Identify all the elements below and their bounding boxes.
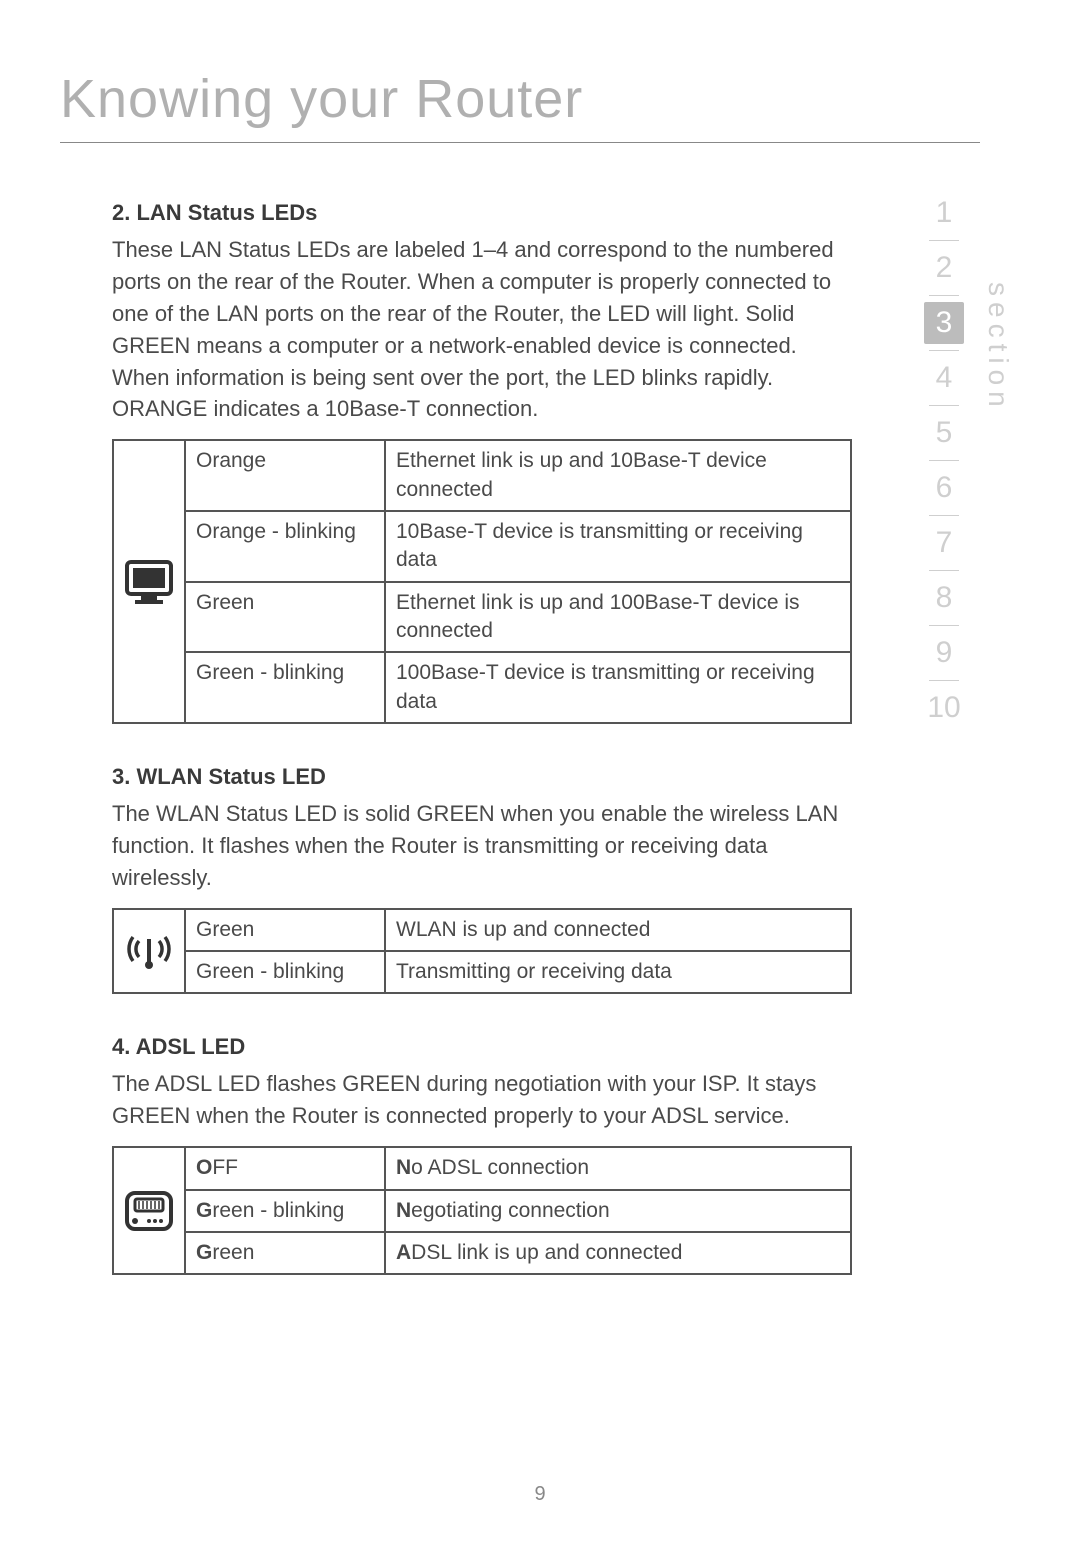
page-title: Knowing your Router bbox=[60, 68, 583, 130]
bold-initial: O bbox=[196, 1156, 212, 1179]
computer-icon bbox=[118, 554, 180, 610]
table-cell: Green - blinking bbox=[185, 1190, 385, 1232]
bold-initial: N bbox=[396, 1199, 411, 1222]
table-cell: No ADSL connection bbox=[385, 1147, 851, 1189]
table-cell: Orange - blinking bbox=[185, 511, 385, 582]
wlan-icon-cell bbox=[113, 909, 185, 994]
content-area: 2. LAN Status LEDs These LAN Status LEDs… bbox=[112, 200, 852, 1287]
modem-icon bbox=[118, 1187, 180, 1235]
nav-separator bbox=[929, 460, 959, 461]
table-cell: Ethernet link is up and 10Base-T device … bbox=[385, 440, 851, 511]
text-rest: egotiating connection bbox=[411, 1199, 610, 1222]
adsl-body: The ADSL LED flashes GREEN during negoti… bbox=[112, 1068, 852, 1132]
table-cell: Green - blinking bbox=[185, 652, 385, 723]
lan-heading: 2. LAN Status LEDs bbox=[112, 200, 852, 226]
wlan-body: The WLAN Status LED is solid GREEN when … bbox=[112, 798, 852, 894]
nav-separator bbox=[929, 295, 959, 296]
page-number: 9 bbox=[0, 1483, 1080, 1506]
nav-item-7[interactable]: 7 bbox=[936, 522, 953, 564]
nav-separator bbox=[929, 515, 959, 516]
text-rest: DSL link is up and connected bbox=[411, 1241, 682, 1264]
table-cell: Ethernet link is up and 100Base-T device… bbox=[385, 582, 851, 653]
table-cell: Green bbox=[185, 909, 385, 951]
nav-item-6[interactable]: 6 bbox=[936, 467, 953, 509]
nav-separator bbox=[929, 350, 959, 351]
bold-initial: G bbox=[196, 1241, 212, 1264]
table-cell: WLAN is up and connected bbox=[385, 909, 851, 951]
table-cell: Transmitting or receiving data bbox=[385, 951, 851, 993]
table-cell: 10Base-T device is transmitting or recei… bbox=[385, 511, 851, 582]
bold-initial: A bbox=[396, 1241, 411, 1264]
lan-body: These LAN Status LEDs are labeled 1–4 an… bbox=[112, 234, 852, 425]
table-cell: Orange bbox=[185, 440, 385, 511]
lan-icon-cell bbox=[113, 440, 185, 723]
lan-table: Orange Ethernet link is up and 10Base-T … bbox=[112, 439, 852, 724]
table-cell: Green bbox=[185, 582, 385, 653]
nav-item-3[interactable]: 3 bbox=[924, 302, 964, 344]
nav-item-10[interactable]: 10 bbox=[927, 687, 960, 729]
nav-separator bbox=[929, 405, 959, 406]
nav-item-2[interactable]: 2 bbox=[936, 247, 953, 289]
nav-item-4[interactable]: 4 bbox=[936, 357, 953, 399]
table-cell: OFF bbox=[185, 1147, 385, 1189]
section-label: section bbox=[982, 282, 1014, 413]
adsl-table: OFF No ADSL connection Green - blinking … bbox=[112, 1146, 852, 1275]
table-cell: Green - blinking bbox=[185, 951, 385, 993]
section-nav: 1 2 3 4 5 6 7 8 9 10 section bbox=[916, 192, 1036, 729]
bold-initial: G bbox=[196, 1199, 212, 1222]
nav-separator bbox=[929, 625, 959, 626]
nav-item-1[interactable]: 1 bbox=[936, 192, 953, 234]
table-cell: ADSL link is up and connected bbox=[385, 1232, 851, 1274]
text-rest: o ADSL connection bbox=[411, 1156, 589, 1179]
text-rest: FF bbox=[212, 1156, 238, 1179]
nav-numbers: 1 2 3 4 5 6 7 8 9 10 bbox=[916, 192, 972, 729]
nav-item-9[interactable]: 9 bbox=[936, 632, 953, 674]
title-rule bbox=[60, 142, 980, 143]
table-cell: Negotiating connection bbox=[385, 1190, 851, 1232]
wlan-heading: 3. WLAN Status LED bbox=[112, 764, 852, 790]
adsl-heading: 4. ADSL LED bbox=[112, 1034, 852, 1060]
wireless-icon bbox=[118, 929, 180, 973]
text-rest: reen bbox=[212, 1241, 254, 1264]
nav-separator bbox=[929, 680, 959, 681]
nav-separator bbox=[929, 570, 959, 571]
text-rest: reen - blinking bbox=[212, 1199, 344, 1222]
wlan-table: Green WLAN is up and connected Green - b… bbox=[112, 908, 852, 995]
nav-item-5[interactable]: 5 bbox=[936, 412, 953, 454]
bold-initial: N bbox=[396, 1156, 411, 1179]
nav-separator bbox=[929, 240, 959, 241]
table-cell: 100Base-T device is transmitting or rece… bbox=[385, 652, 851, 723]
table-cell: Green bbox=[185, 1232, 385, 1274]
adsl-icon-cell bbox=[113, 1147, 185, 1274]
nav-item-8[interactable]: 8 bbox=[936, 577, 953, 619]
